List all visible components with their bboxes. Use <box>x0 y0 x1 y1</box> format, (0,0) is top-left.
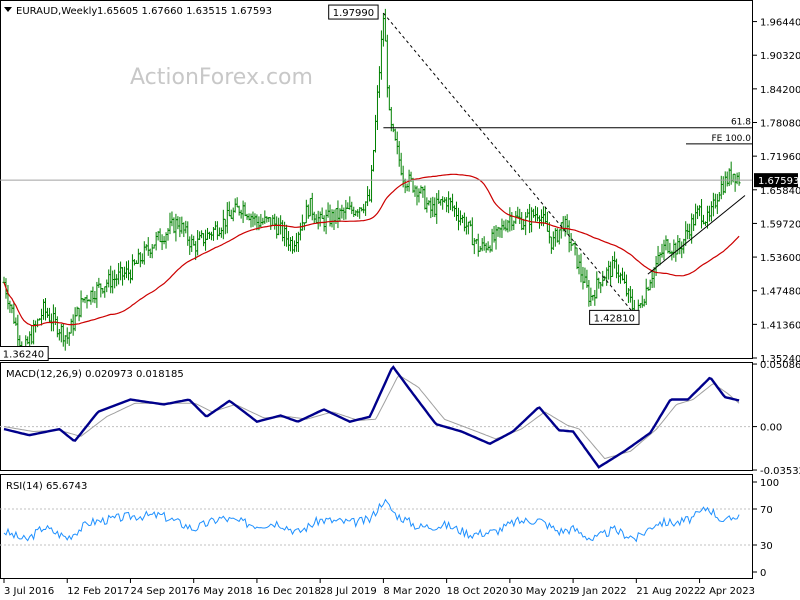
dropdown-icon[interactable] <box>4 7 12 12</box>
y-tick-label: 1.78080 <box>760 118 800 129</box>
symbol-title: EURAUD,Weekly <box>16 6 97 17</box>
rsi-panel <box>0 474 753 579</box>
y-tick-label: 1.96440 <box>760 18 800 29</box>
y-tick-label: 1.71960 <box>760 152 800 163</box>
rsi-title: RSI(14) 65.6743 <box>6 481 87 492</box>
y-tick-label: 1.41360 <box>760 320 800 331</box>
high-label-box <box>328 4 379 20</box>
last-price-label: 1.67593 <box>758 176 799 187</box>
x-tick-label: 3 Jul 2016 <box>4 586 54 597</box>
rising-trendline <box>647 195 746 275</box>
macd-title: MACD(12,26,9) 0.020973 0.018185 <box>6 369 184 380</box>
y-tick-label: 1.90320 <box>760 51 800 62</box>
fib-label: 61.8 <box>731 118 751 128</box>
x-tick-label: 21 Aug 2022 <box>636 586 700 597</box>
last-price-tag <box>754 173 798 188</box>
low1-label: 1.36240 <box>3 350 44 361</box>
y-tick-label: 0.050863 <box>760 360 800 371</box>
low1-label-box <box>0 346 49 362</box>
x-tick-label: 16 Dec 2018 <box>257 586 321 597</box>
x-tick-label: 12 Feb 2017 <box>67 586 129 597</box>
y-tick-label: 1.47480 <box>760 287 800 298</box>
y-tick-label: 1.53600 <box>760 253 800 264</box>
x-tick-label: 28 Jul 2019 <box>320 586 377 597</box>
y-tick-label: 70 <box>760 505 773 516</box>
x-tick-label: 18 Oct 2020 <box>447 586 509 597</box>
low2-label: 1.42810 <box>594 313 635 324</box>
y-tick-label: 100 <box>760 478 779 489</box>
x-tick-label: 6 May 2018 <box>194 586 253 597</box>
macd-line <box>3 365 740 469</box>
price-panel <box>0 0 753 359</box>
y-tick-label: 30 <box>760 541 773 552</box>
x-tick-label: 2 Apr 2023 <box>700 586 755 597</box>
moving-average-line <box>3 173 740 327</box>
x-tick-label: 9 Jan 2022 <box>573 586 627 597</box>
x-tick-label: 30 May 2021 <box>510 586 575 597</box>
high-label: 1.97990 <box>333 8 374 19</box>
y-tick-label: 1.35240 <box>760 354 800 365</box>
y-tick-label: 1.84200 <box>760 85 800 96</box>
y-tick-label: -0.035322 <box>760 466 800 477</box>
rsi-line <box>3 498 740 543</box>
y-tick-label: 0.00 <box>760 423 782 434</box>
low2-label-box <box>589 309 640 325</box>
fe-label: FE 100.0 <box>712 134 752 144</box>
ohlc-values: 1.65605 1.67660 1.63515 1.67593 <box>97 6 272 17</box>
y-tick-label: 1.65840 <box>760 186 800 197</box>
x-tick-label: 24 Sep 2017 <box>130 586 193 597</box>
x-tick-label: 8 Mar 2020 <box>383 586 440 597</box>
watermark: ActionForex.com <box>130 65 313 90</box>
y-tick-label: 0 <box>760 568 766 579</box>
y-tick-label: 1.59720 <box>760 219 800 230</box>
